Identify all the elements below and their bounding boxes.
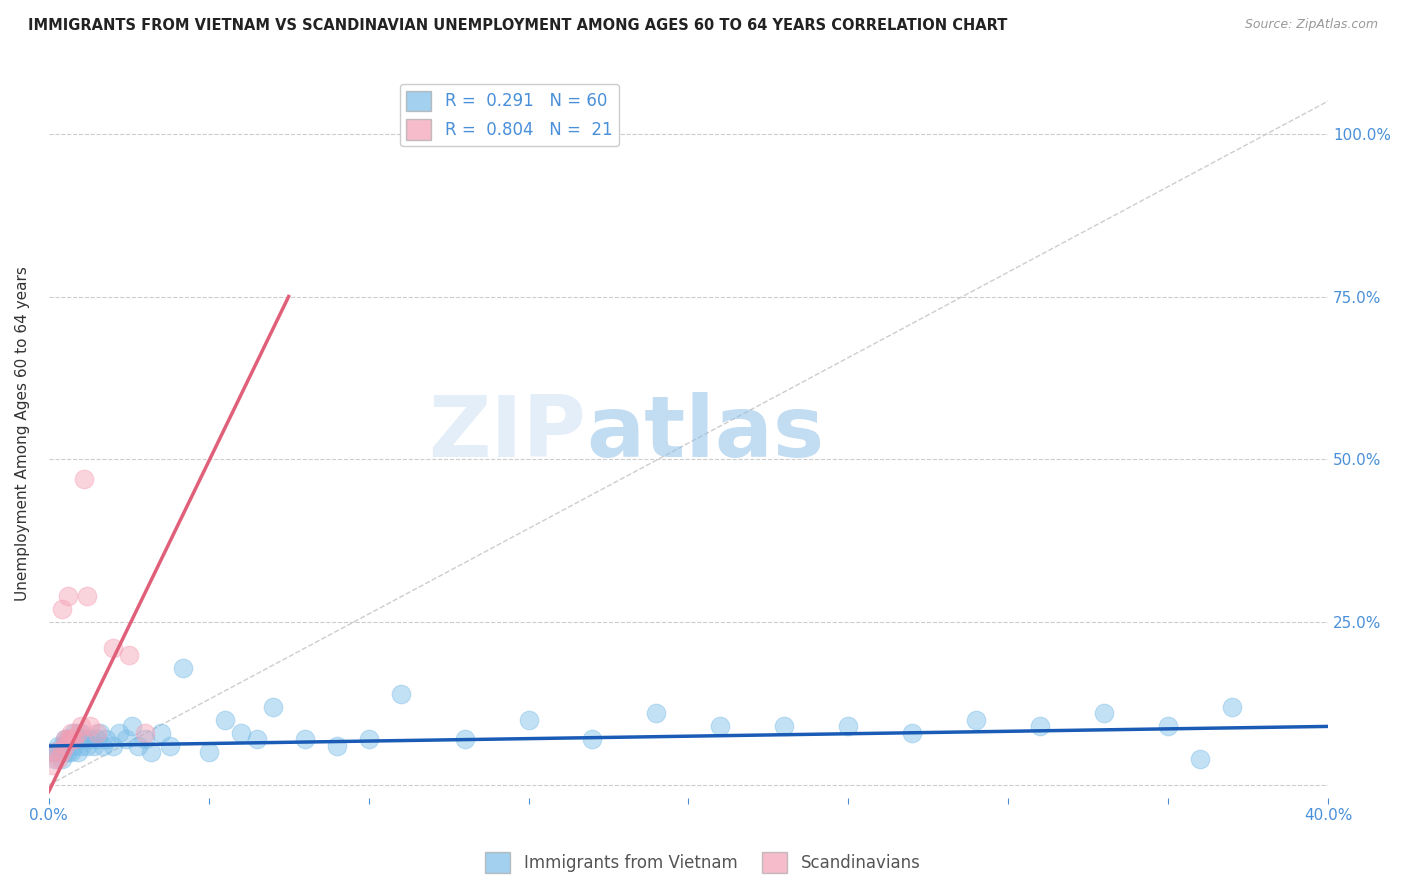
Point: [44, 752, 66, 766]
Point: [79, 732, 101, 747]
Point: [1157, 719, 1180, 733]
Point: [51, 746, 73, 760]
Point: [246, 732, 269, 747]
Point: [56, 589, 79, 603]
Point: [60, 746, 83, 760]
Point: [197, 746, 219, 760]
Point: [581, 732, 603, 747]
Point: [139, 746, 162, 760]
Point: [79, 719, 101, 733]
Point: [114, 732, 136, 747]
Point: [73, 732, 96, 747]
Y-axis label: Unemployment Among Ages 60 to 64 years: Unemployment Among Ages 60 to 64 years: [15, 266, 30, 600]
Point: [901, 726, 924, 740]
Point: [53, 732, 76, 747]
Point: [63, 732, 86, 747]
Legend: Immigrants from Vietnam, Scandinavians: Immigrants from Vietnam, Scandinavians: [478, 846, 928, 880]
Point: [66, 726, 89, 740]
Point: [60, 726, 83, 740]
Point: [41, 746, 63, 760]
Text: atlas: atlas: [586, 392, 824, 475]
Point: [69, 739, 91, 753]
Point: [46, 739, 69, 753]
Point: [69, 726, 91, 740]
Point: [89, 726, 111, 740]
Point: [134, 726, 156, 740]
Point: [41, 758, 63, 772]
Legend: R =  0.291   N = 60, R =  0.804   N =  21: R = 0.291 N = 60, R = 0.804 N = 21: [399, 84, 619, 146]
Point: [53, 732, 76, 747]
Point: [101, 641, 124, 656]
Point: [56, 732, 79, 747]
Point: [389, 687, 412, 701]
Point: [134, 732, 156, 747]
Point: [965, 713, 987, 727]
Point: [86, 732, 108, 747]
Point: [56, 746, 79, 760]
Point: [453, 732, 475, 747]
Point: [1220, 699, 1243, 714]
Point: [837, 719, 859, 733]
Point: [53, 739, 76, 753]
Point: [159, 739, 181, 753]
Point: [229, 726, 252, 740]
Point: [96, 732, 118, 747]
Point: [51, 739, 73, 753]
Point: [214, 713, 236, 727]
Point: [172, 661, 194, 675]
Point: [46, 746, 69, 760]
Point: [709, 719, 731, 733]
Point: [73, 472, 96, 486]
Point: [101, 739, 124, 753]
Point: [56, 732, 79, 747]
Point: [149, 726, 172, 740]
Point: [118, 648, 141, 662]
Point: [51, 752, 73, 766]
Point: [357, 732, 380, 747]
Point: [294, 732, 316, 747]
Point: [51, 602, 73, 616]
Point: [46, 752, 69, 766]
Point: [69, 719, 91, 733]
Text: ZIP: ZIP: [429, 392, 586, 475]
Point: [1029, 719, 1052, 733]
Point: [63, 726, 86, 740]
Point: [127, 739, 149, 753]
Point: [517, 713, 540, 727]
Point: [63, 739, 86, 753]
Point: [66, 746, 89, 760]
Point: [325, 739, 347, 753]
Point: [645, 706, 668, 721]
Point: [108, 726, 131, 740]
Point: [44, 746, 66, 760]
Point: [86, 726, 108, 740]
Point: [60, 732, 83, 747]
Point: [76, 589, 98, 603]
Point: [83, 739, 105, 753]
Point: [66, 732, 89, 747]
Point: [262, 699, 284, 714]
Point: [773, 719, 796, 733]
Point: [1092, 706, 1115, 721]
Point: [121, 719, 143, 733]
Text: Source: ZipAtlas.com: Source: ZipAtlas.com: [1244, 18, 1378, 31]
Point: [76, 739, 98, 753]
Point: [53, 746, 76, 760]
Point: [1189, 752, 1212, 766]
Text: IMMIGRANTS FROM VIETNAM VS SCANDINAVIAN UNEMPLOYMENT AMONG AGES 60 TO 64 YEARS C: IMMIGRANTS FROM VIETNAM VS SCANDINAVIAN …: [28, 18, 1008, 33]
Point: [91, 739, 114, 753]
Point: [53, 739, 76, 753]
Point: [60, 732, 83, 747]
